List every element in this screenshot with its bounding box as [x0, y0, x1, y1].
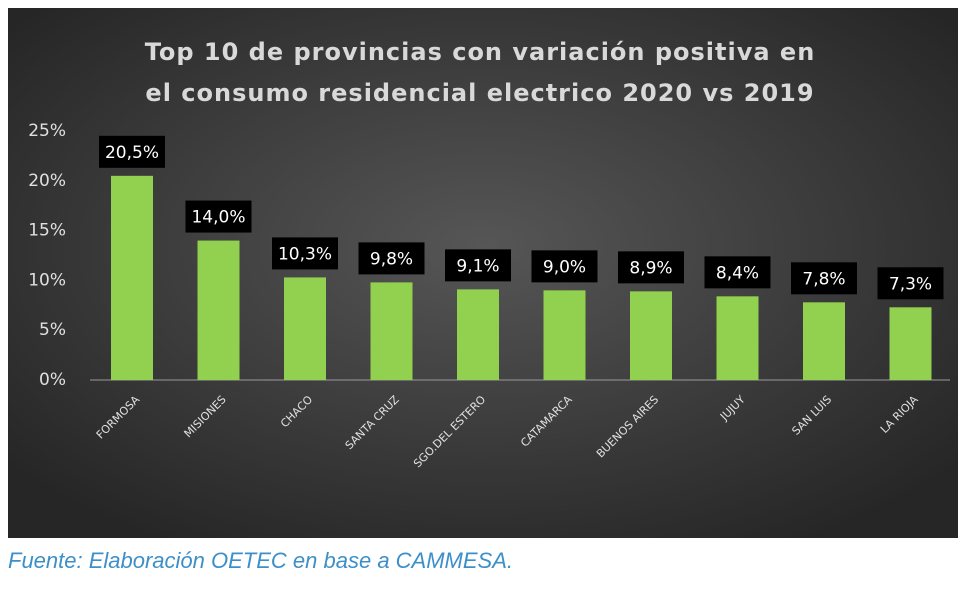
value-label-box: [185, 200, 252, 233]
value-label-box: [358, 242, 425, 275]
y-tick-label: 0%: [39, 370, 66, 390]
value-label-box: [531, 250, 598, 283]
value-label-box: [445, 249, 511, 282]
bar: [284, 277, 326, 380]
value-label: 20,5%: [105, 143, 159, 163]
bar: [716, 296, 759, 380]
value-label-box: [99, 135, 165, 168]
bar: [111, 175, 153, 380]
bar: [197, 240, 240, 380]
bar: [630, 291, 672, 380]
value-label: 14,0%: [191, 208, 245, 228]
source-note: Fuente: Elaboración OETEC en base a CAMM…: [8, 548, 513, 573]
y-tick-label: 10%: [28, 270, 66, 290]
value-label: 9,0%: [543, 257, 586, 277]
bar: [889, 307, 932, 380]
chart-title: Top 10 de provincias con variación posit…: [145, 38, 816, 66]
value-label-box: [791, 262, 857, 295]
value-label: 9,8%: [370, 249, 413, 269]
value-label: 7,8%: [802, 269, 845, 289]
bar: [543, 290, 586, 380]
y-tick-label: 15%: [28, 221, 66, 241]
value-label: 9,1%: [456, 256, 499, 276]
chart-title: el consumo residencial electrico 2020 vs…: [145, 79, 814, 107]
value-label-box: [272, 237, 338, 270]
value-label-box: [704, 256, 771, 289]
value-label: 10,3%: [278, 244, 332, 264]
bar: [803, 302, 845, 380]
value-label: 8,9%: [629, 258, 672, 278]
value-label: 7,3%: [889, 274, 932, 294]
bar: [370, 282, 413, 380]
value-label-box: [618, 251, 684, 284]
y-tick-label: 20%: [28, 171, 66, 191]
y-tick-label: 25%: [28, 121, 66, 141]
bar: [457, 289, 499, 380]
value-label-box: [877, 267, 944, 300]
value-label: 8,4%: [716, 263, 759, 283]
y-tick-label: 5%: [39, 320, 66, 340]
